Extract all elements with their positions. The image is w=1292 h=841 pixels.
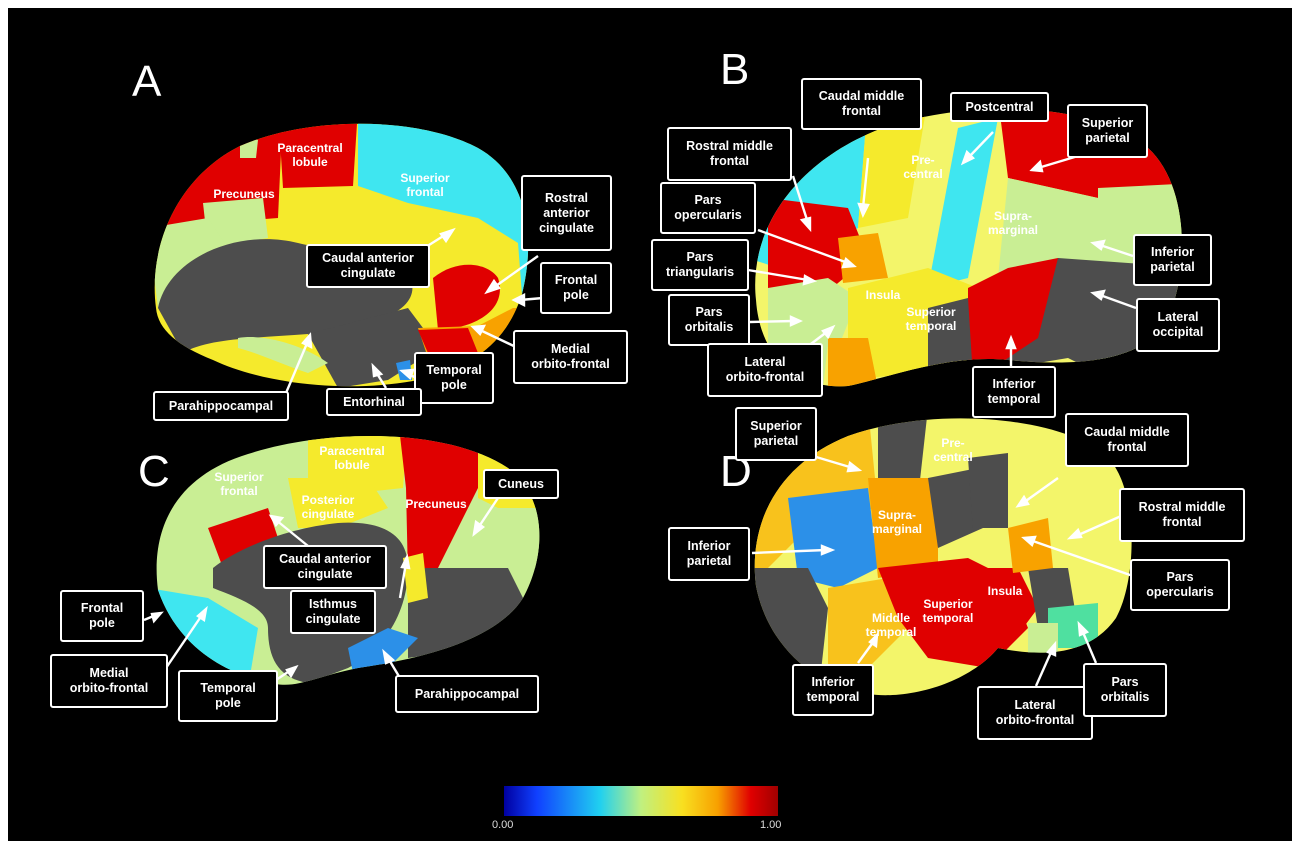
c-precuneus-text: Precuneus: [405, 497, 467, 511]
d-superior-parietal-box: Superior parietal: [735, 407, 817, 461]
b-superior-temporal-text: Superior temporal: [905, 305, 957, 333]
d-supramarginal-text: Supra- marginal: [871, 508, 922, 536]
d-caudal-middle-frontal-box: Caudal middle frontal: [1065, 413, 1189, 467]
d-inferior-temporal-box: Inferior temporal: [792, 664, 874, 716]
b-inferior-temporal-box: Inferior temporal: [972, 366, 1056, 418]
a-parahippocampal-box: Parahippocampal: [153, 391, 289, 421]
b-superior-parietal-box: Superior parietal: [1067, 104, 1148, 158]
d-pars-opercularis-box: Pars opercularis: [1130, 559, 1230, 611]
b-caudal-middle-frontal-box: Caudal middle frontal: [801, 78, 922, 130]
b-rostral-middle-frontal-box: Rostral middle frontal: [667, 127, 792, 181]
c-temporal-pole-box: Temporal pole: [178, 670, 278, 722]
c-parahippocampal-box: Parahippocampal: [395, 675, 539, 713]
colorbar-min-label: 0.00: [492, 819, 514, 831]
d-lateral-orbitofrontal-box: Lateral orbito-frontal: [977, 686, 1093, 740]
c-posterior-cingulate-text: Posterior cingulate: [301, 493, 355, 521]
c-superior-frontal-text: Superior frontal: [214, 470, 264, 498]
panel-letter-c: C: [138, 447, 170, 496]
colorbar-max-label: 1.00: [760, 819, 782, 831]
a-caudal-anterior-cingulate-box: Caudal anterior cingulate: [306, 244, 430, 288]
c-paracentral-lobule-text: Paracentral lobule: [319, 444, 385, 472]
panel-letter-b: B: [720, 45, 750, 94]
a-entorhinal-box: Entorhinal: [326, 388, 422, 416]
b-lateral-orbitofrontal-box: Lateral orbito-frontal: [707, 343, 823, 397]
b-postcentral-box: Postcentral: [950, 92, 1049, 122]
d-rostral-middle-frontal-box: Rostral middle frontal: [1119, 488, 1245, 542]
a-paracentral-lobule-text: Paracentral lobule: [277, 141, 343, 169]
b-pars-opercularis-box: Pars opercularis: [660, 182, 756, 234]
d-superior-temporal-text: Superior temporal: [922, 597, 974, 625]
c-caudal-anterior-cingulate-box: Caudal anterior cingulate: [263, 545, 387, 589]
b-inferior-parietal-box: Inferior parietal: [1133, 234, 1212, 286]
d-insula-text: Insula: [987, 584, 1023, 598]
b-lateral-occipital-box: Lateral occipital: [1136, 298, 1220, 352]
a-superior-frontal-text: Superior frontal: [400, 171, 450, 199]
d-inferior-parietal-box: Inferior parietal: [668, 527, 750, 581]
c-cuneus-box: Cuneus: [483, 469, 559, 499]
a-precuneus-text: Precuneus: [213, 187, 275, 201]
b-pars-triangularis-box: Pars triangularis: [651, 239, 749, 291]
c-medial-orbitofrontal-box: Medial orbito-frontal: [50, 654, 168, 708]
b-precentral-text: Pre- central: [903, 153, 943, 181]
a-temporal-pole-box: Temporal pole: [414, 352, 494, 404]
c-frontal-pole-box: Frontal pole: [60, 590, 144, 642]
panel-letter-a: A: [132, 57, 162, 106]
a-frontal-pole-box: Frontal pole: [540, 262, 612, 314]
a-rostral-anterior-cingulate-box: Rostral anterior cingulate: [521, 175, 612, 251]
d-pars-orbitalis-box: Pars orbitalis: [1083, 663, 1167, 717]
brain-figure: A B C D Paracentral lobule Precuneus Sup…: [8, 8, 1292, 841]
d-precentral-text: Pre- central: [933, 436, 973, 464]
c-isthmus-cingulate-box: Isthmus cingulate: [290, 590, 376, 634]
d-middle-temporal-text: Middle temporal: [865, 611, 917, 639]
b-pars-orbitalis-box: Pars orbitalis: [668, 294, 750, 346]
a-medial-orbitofrontal-box: Medial orbito-frontal: [513, 330, 628, 384]
colorbar: [504, 786, 778, 816]
b-insula-text: Insula: [865, 288, 901, 302]
b-supramarginal-text: Supra- marginal: [987, 209, 1038, 237]
